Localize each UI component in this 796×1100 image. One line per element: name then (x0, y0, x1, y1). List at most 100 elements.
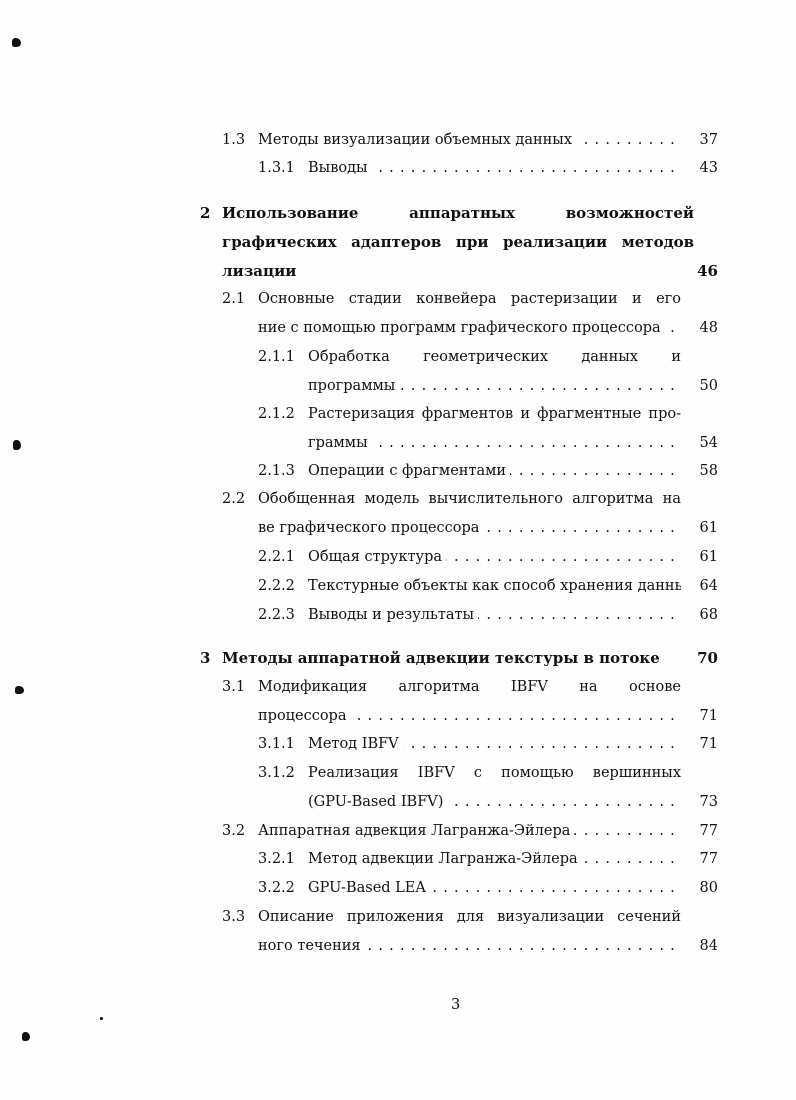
toc-number: 3.1.2 (258, 765, 295, 781)
toc-title-last-line: Выводы..................................… (308, 157, 681, 179)
toc-title-text: Метод адвекции Лагранжа-Эйлера (308, 851, 578, 867)
toc-title-text: Текстурные объекты как способ хранения д… (308, 578, 681, 594)
page-number: 3 (451, 997, 461, 1013)
toc-title-last-line: ного течения............................… (258, 935, 681, 957)
toc-title-text: ние с помощью программ графического проц… (258, 319, 661, 336)
toc-number: 2.1.2 (258, 406, 295, 422)
toc-title-line: Описание приложения для визуализации сеч… (258, 909, 681, 925)
toc-title-last-line: Аппаратная адвекция Лагранжа-Эйлера.....… (258, 820, 681, 842)
toc-page-number: 54 (699, 434, 718, 451)
toc-title-text: Выводы и результаты (308, 607, 475, 623)
dot-leader: ........................................… (399, 377, 681, 394)
toc-title-last-line: лизации (222, 260, 694, 282)
toc-title-line: Растеризация фрагментов и фрагментные пр… (308, 406, 681, 422)
toc-page-number: 77 (699, 823, 718, 839)
toc-title-text: Операции с фрагментами (308, 463, 507, 479)
toc-page-number: 73 (699, 793, 718, 810)
toc-number: 3.2.2 (258, 880, 295, 896)
toc-title-text: процессора (258, 707, 347, 724)
scan-speck (100, 1017, 103, 1020)
toc-number: 3.2 (222, 823, 246, 839)
toc-number: 2.1.3 (258, 463, 295, 479)
toc-title-last-line: ние с помощью программ графического проц… (258, 317, 681, 339)
scan-speck (12, 38, 21, 47)
toc-title-line: Основные стадии конвейера растеризации и… (258, 291, 681, 307)
scan-speck (13, 440, 21, 450)
toc-title-line: Обобщенная модель вычислительного алгори… (258, 491, 681, 507)
toc-title-last-line: Метод адвекции Лагранжа-Эйлера..........… (308, 848, 681, 870)
toc-page-number: 58 (699, 463, 718, 479)
scan-speck (15, 686, 24, 694)
dot-leader: ........................................… (581, 851, 681, 867)
toc-page-number: 61 (699, 549, 718, 565)
toc-page-number: 37 (699, 132, 718, 148)
toc-title-line: Обработка геометрических данных и вершин… (308, 349, 681, 365)
toc-number: 3.1.1 (258, 736, 295, 752)
toc-title-text: граммы (308, 434, 368, 451)
toc-number: 1.3 (222, 132, 246, 148)
toc-page-number: 80 (699, 880, 718, 896)
toc-title-text: Общая структура (308, 549, 442, 565)
dot-leader: ........................................… (483, 519, 681, 536)
toc-page-number: 43 (699, 160, 718, 176)
toc-title-text: Метод IBFV (308, 736, 399, 752)
toc-number: 2.2.3 (258, 607, 295, 623)
toc-page-number: 61 (699, 519, 718, 536)
toc-title-last-line: процессора..............................… (258, 705, 681, 727)
toc-number: 3.2.1 (258, 851, 295, 867)
dot-leader: ........................................… (430, 880, 681, 896)
dot-leader: ........................................… (576, 132, 681, 148)
toc-title-last-line: Общая структура.........................… (308, 546, 681, 568)
toc-page-number: 71 (699, 707, 718, 724)
toc-number: 2.2.2 (258, 578, 295, 594)
toc-title-last-line: (GPU-Based IBFV)........................… (308, 791, 681, 813)
toc-number: 3 (200, 649, 211, 667)
toc-page-number: 46 (697, 261, 718, 280)
dot-leader: ........................................… (364, 937, 681, 954)
dot-leader: ........................................… (665, 319, 681, 336)
dot-leader: ........................................… (350, 707, 681, 724)
toc-page-number: 70 (697, 649, 718, 667)
dot-leader: ........................................… (447, 793, 681, 810)
toc-number: 3.1 (222, 679, 246, 695)
toc-number: 2 (200, 204, 211, 222)
dot-leader: ........................................… (372, 434, 681, 451)
toc-page-number: 48 (699, 319, 718, 336)
toc-title-last-line: Текстурные объекты как способ хранения д… (308, 575, 681, 597)
toc-title-last-line: граммы..................................… (308, 432, 681, 454)
toc-title-line: графических адаптеров при реализации мет… (222, 232, 694, 251)
toc-title-last-line: Методы аппаратной адвекции текстуры в по… (222, 647, 694, 669)
dot-leader: ........................................… (403, 736, 681, 752)
dot-leader: ........................................… (372, 160, 681, 176)
toc-title-last-line: Метод IBFV..............................… (308, 733, 681, 755)
toc-title-text: Методы визуализации объемных данных (258, 132, 573, 148)
toc-title-last-line: ве графического процессора..............… (258, 517, 681, 539)
toc-title-text: лизации (222, 261, 297, 280)
toc-title-last-line: Операции с фрагментами..................… (308, 460, 681, 482)
toc-title-line: Реализация IBFV с помощью вершинных прог… (308, 765, 681, 781)
toc-title-text: программы (308, 377, 396, 394)
toc-title-last-line: Методы визуализации объемных данных.....… (258, 129, 681, 151)
toc-number: 2.1.1 (258, 349, 295, 365)
toc-title-last-line: программы...............................… (308, 375, 681, 397)
toc-title-last-line: GPU-Based LEA...........................… (308, 877, 681, 899)
scan-speck (22, 1032, 30, 1041)
toc-title-line: Модификация алгоритма IBFV на основе гра… (258, 679, 681, 695)
toc-page-number: 64 (699, 578, 718, 594)
toc-number: 2.1 (222, 291, 246, 307)
dot-leader: ........................................… (574, 823, 681, 839)
toc-title-last-line: Выводы и результаты.....................… (308, 604, 681, 626)
toc-number: 3.3 (222, 909, 246, 925)
toc-title-text: ного течения (258, 937, 361, 954)
dot-leader: ........................................… (510, 463, 681, 479)
toc-page-number: 77 (699, 851, 718, 867)
toc-page-number: 71 (699, 736, 718, 752)
dot-leader: ........................................… (478, 607, 681, 623)
dot-leader: ........................................… (446, 549, 681, 565)
toc-title-text: Методы аппаратной адвекции текстуры в по… (222, 649, 660, 667)
toc-title-line: Использование аппаратных возможностей со… (222, 204, 694, 222)
toc-title-text: Выводы (308, 160, 368, 176)
toc-number: 2.2 (222, 491, 246, 507)
toc-page-number: 50 (699, 377, 718, 394)
